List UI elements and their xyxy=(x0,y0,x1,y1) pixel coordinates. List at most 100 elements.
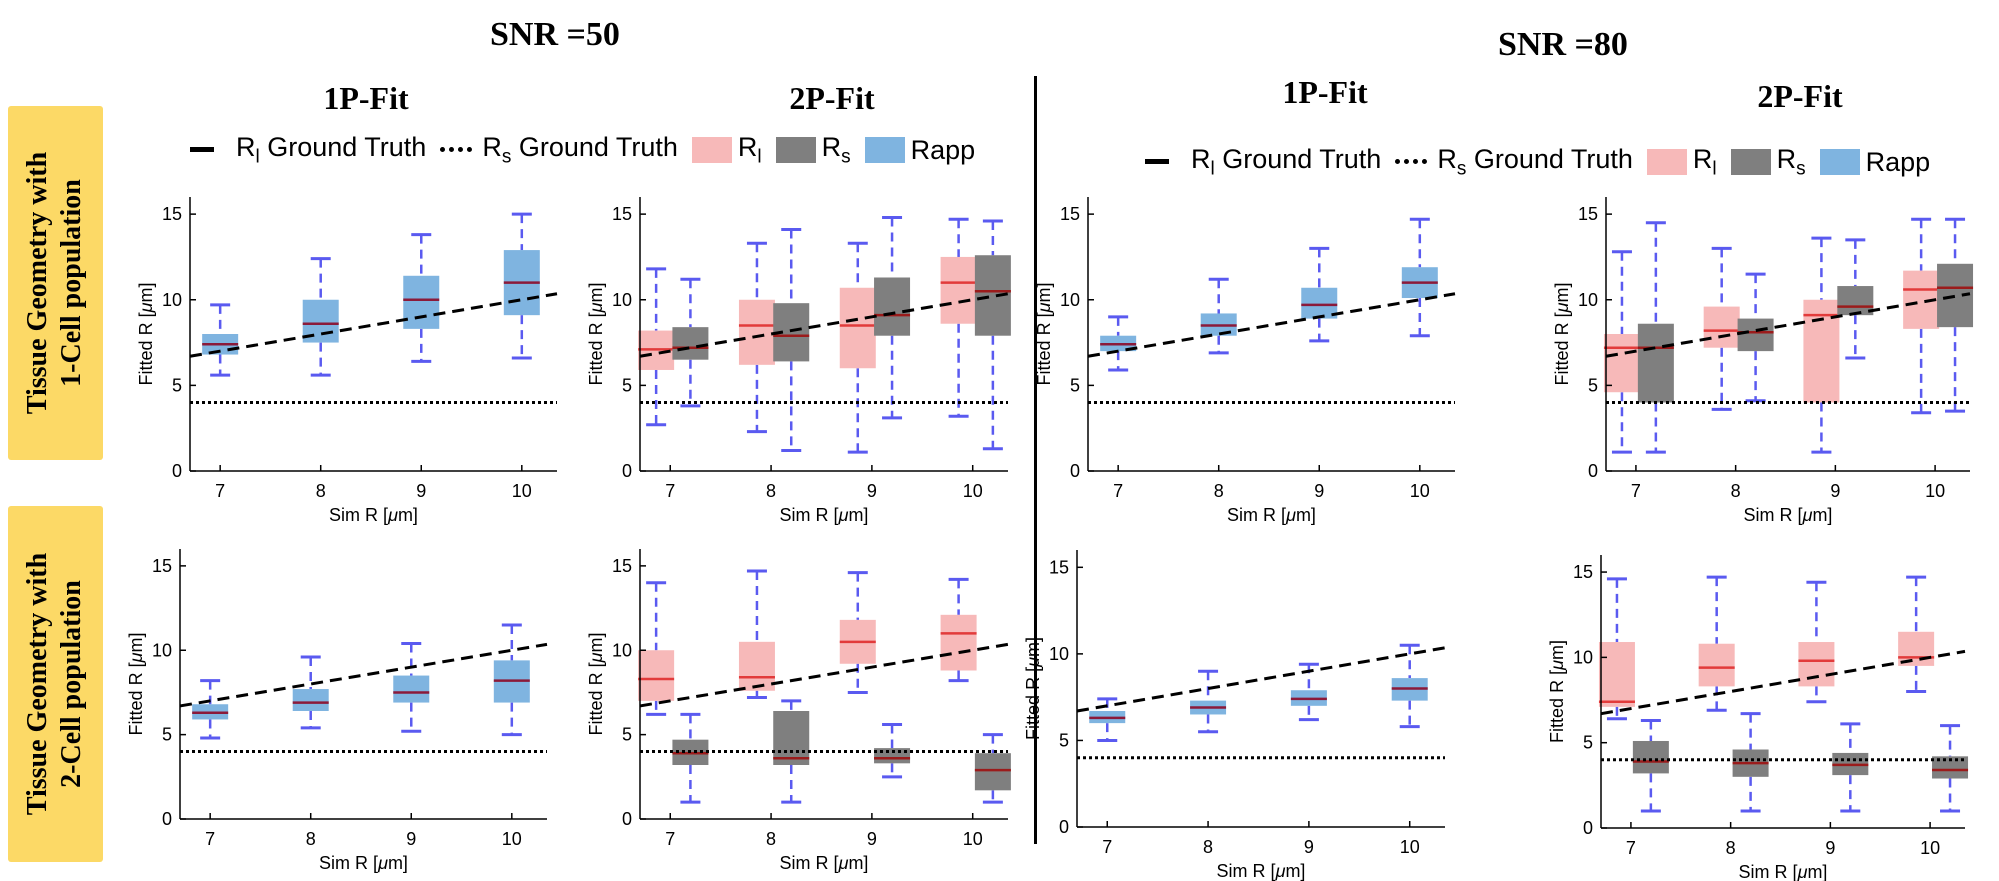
y-tick-label: 5 xyxy=(622,375,632,395)
box-rl xyxy=(638,267,675,427)
x-tick-label: 7 xyxy=(665,481,675,501)
x-tick-label: 9 xyxy=(1830,481,1840,501)
x-tick-label: 7 xyxy=(1113,481,1123,501)
box-iqr xyxy=(1932,756,1969,779)
x-tick-label: 8 xyxy=(1726,838,1736,858)
box-rapp xyxy=(192,679,229,740)
rl-ground-truth-line xyxy=(1076,646,1446,713)
x-tick-label: 8 xyxy=(1731,481,1741,501)
box-rl xyxy=(839,241,876,454)
x-tick-label: 9 xyxy=(406,829,416,849)
box-rapp xyxy=(493,623,530,737)
box-rapp xyxy=(503,212,540,360)
legend-rl-ground-truth: Rl Ground Truth xyxy=(190,132,426,168)
x-tick-label: 8 xyxy=(306,829,316,849)
box-rl xyxy=(839,571,876,694)
x-axis-label: Sim R [μm] xyxy=(329,505,418,525)
x-tick-label: 9 xyxy=(867,481,877,501)
y-tick-label: 15 xyxy=(1049,557,1069,577)
y-tick-label: 10 xyxy=(1578,290,1598,310)
y-axis-label: Fitted R [μm] xyxy=(1547,640,1567,743)
x-tick-label: 10 xyxy=(1925,481,1945,501)
rl-swatch xyxy=(1646,148,1687,175)
box-iqr xyxy=(1703,306,1740,348)
box-rs xyxy=(1737,272,1774,403)
x-tick-label: 8 xyxy=(1214,481,1224,501)
x-tick-label: 10 xyxy=(963,829,983,849)
rl-swatch xyxy=(691,136,732,163)
box-rl xyxy=(1803,236,1840,454)
box-iqr xyxy=(738,299,775,365)
fit-title-snr80-1p: 1P-Fit xyxy=(1282,74,1368,110)
legend-rs: Rs xyxy=(775,132,851,168)
box-rs xyxy=(1937,217,1974,413)
y-tick-label: 15 xyxy=(162,204,182,224)
box-rl xyxy=(1698,575,1735,712)
y-tick-label: 15 xyxy=(612,204,632,224)
y-tick-label: 0 xyxy=(1583,818,1593,838)
chart-snr80_2cell_1p: 0 5 10 15 7 8 9 10 Sim R [μm] Fitted R [μm] xyxy=(1023,550,1446,881)
y-axis-label: Fitted R [μm] xyxy=(136,283,156,386)
rl-ground-truth-line xyxy=(1605,292,1971,358)
fit-title-snr80-2p: 2P-Fit xyxy=(1757,78,1843,114)
rs-swatch xyxy=(1730,148,1771,175)
box-iqr xyxy=(874,748,911,764)
box-rl xyxy=(940,217,977,418)
legend-rl: Rl xyxy=(691,132,762,168)
x-tick-label: 9 xyxy=(1314,481,1324,501)
y-tick-label: 0 xyxy=(1059,817,1069,837)
y-axis-label: Fitted R [μm] xyxy=(126,633,146,736)
y-tick-label: 15 xyxy=(152,556,172,576)
box-iqr xyxy=(1898,631,1935,666)
y-tick-label: 5 xyxy=(1070,375,1080,395)
y-tick-label: 15 xyxy=(1573,562,1593,582)
x-tick-label: 8 xyxy=(766,829,776,849)
legend-rl: Rl xyxy=(1646,144,1717,180)
y-tick-label: 5 xyxy=(622,725,632,745)
y-tick-label: 5 xyxy=(1583,733,1593,753)
x-tick-label: 10 xyxy=(502,829,522,849)
box-iqr xyxy=(1301,287,1338,319)
y-tick-label: 0 xyxy=(622,809,632,829)
y-tick-label: 0 xyxy=(162,809,172,829)
rl-ground-truth-line xyxy=(1087,292,1456,358)
y-tick-label: 5 xyxy=(172,375,182,395)
chart-snr50_1cell_1p: 0 5 10 15 7 8 9 10 Sim R [μm] Fitted R [μm] xyxy=(136,197,558,525)
dotted-line-swatch xyxy=(440,147,473,153)
box-rs xyxy=(974,733,1011,804)
rs-swatch xyxy=(775,136,816,163)
y-tick-label: 0 xyxy=(1588,461,1598,481)
box-iqr xyxy=(1632,740,1669,774)
box-iqr xyxy=(672,327,709,360)
chart-snr80_1cell_1p: 0 5 10 15 7 8 9 10 Sim R [μm] Fitted R [μm] xyxy=(1034,197,1456,525)
fit-title-snr50-2p: 2P-Fit xyxy=(789,80,875,116)
legend-rs: Rs xyxy=(1730,144,1806,180)
rl-ground-truth-line xyxy=(189,292,558,358)
box-iqr xyxy=(773,711,810,765)
y-tick-label: 10 xyxy=(1060,290,1080,310)
snr-50-label: SNR =50 xyxy=(490,16,620,53)
box-rs xyxy=(874,723,911,779)
box-rs xyxy=(1832,722,1869,813)
y-tick-label: 10 xyxy=(612,290,632,310)
legend-rapp: Rapp xyxy=(864,135,975,166)
legend-rs-ground-truth: Rs Ground Truth xyxy=(1395,144,1633,180)
x-axis-label: Sim R [μm] xyxy=(780,505,869,525)
box-rl xyxy=(1898,575,1935,693)
y-tick-label: 5 xyxy=(1588,375,1598,395)
x-tick-label: 10 xyxy=(512,481,532,501)
box-rl xyxy=(1703,246,1740,411)
box-rs xyxy=(1932,724,1969,813)
y-tick-label: 10 xyxy=(152,640,172,660)
box-rs xyxy=(1637,221,1674,454)
dashed-line-swatch xyxy=(1145,159,1169,165)
legend-snr80: Rl Ground Truth Rs Ground Truth Rl Rs Ra… xyxy=(1145,140,1944,184)
box-iqr xyxy=(393,675,430,703)
box-rl xyxy=(638,581,675,716)
box-rapp xyxy=(1301,246,1338,343)
x-tick-label: 8 xyxy=(766,481,776,501)
rapp-swatch xyxy=(864,137,905,163)
box-iqr xyxy=(1598,642,1635,707)
box-rapp xyxy=(1290,662,1327,722)
y-axis-label: Fitted R [μm] xyxy=(1552,283,1572,386)
